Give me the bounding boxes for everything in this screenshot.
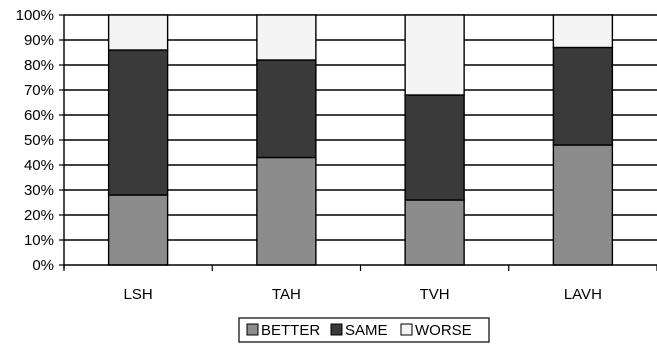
y-tick-label: 90% xyxy=(24,32,54,49)
bar-segment-worse-lavh xyxy=(552,14,614,49)
bar-segment-better-tah xyxy=(256,156,317,266)
legend-swatch-better xyxy=(246,323,259,336)
legend: BETTER SAME WORSE xyxy=(238,317,490,343)
y-tick-labels: 0% 10% 20% 30% 40% 50% 60% 70% 80% 90% 100% xyxy=(16,7,54,274)
y-tick-label: 10% xyxy=(24,232,54,249)
y-tick-label: 100% xyxy=(16,7,54,24)
bar-segment-same-tvh xyxy=(404,94,465,201)
legend-label-worse: WORSE xyxy=(415,322,472,339)
x-tick-label: LAVH xyxy=(564,286,602,303)
bar-segment-same-tah xyxy=(256,59,317,159)
y-tick-label: 40% xyxy=(24,157,54,174)
legend-label-better: BETTER xyxy=(261,322,320,339)
bar-segment-worse-lsh xyxy=(107,14,169,51)
bars xyxy=(107,14,614,266)
legend-label-same: SAME xyxy=(345,322,388,339)
legend-box xyxy=(238,317,490,343)
axes xyxy=(59,14,657,271)
y-tick-label: 70% xyxy=(24,82,54,99)
x-tick-label: TAH xyxy=(272,286,301,303)
legend-swatch-same xyxy=(330,323,343,336)
y-tick-label: 20% xyxy=(24,207,54,224)
y-tick-label: 30% xyxy=(24,182,54,199)
legend-swatch-worse xyxy=(400,323,413,336)
bar-segment-same-lsh xyxy=(107,49,169,196)
y-tick-label: 0% xyxy=(32,257,54,274)
y-tick-label: 50% xyxy=(24,132,54,149)
bar-segment-better-tvh xyxy=(404,199,465,266)
x-tick-label: LSH xyxy=(124,286,153,303)
bar-segment-same-lavh xyxy=(552,46,614,146)
x-tick-label: TVH xyxy=(420,286,450,303)
x-tick-labels: LSH TAH TVH LAVH xyxy=(124,286,602,303)
bar-segment-better-lavh xyxy=(552,144,614,266)
bar-segment-worse-tvh xyxy=(404,14,465,96)
bar-segment-worse-tah xyxy=(256,14,317,61)
y-tick-label: 60% xyxy=(24,107,54,124)
y-tick-label: 80% xyxy=(24,57,54,74)
bar-segment-better-lsh xyxy=(107,194,169,266)
